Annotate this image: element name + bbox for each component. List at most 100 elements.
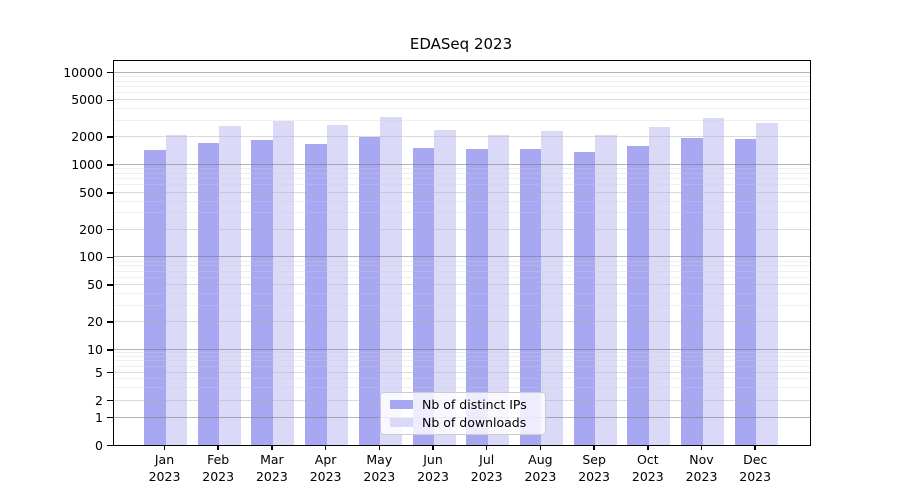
y-tick-label: 1000 [71, 157, 103, 172]
bar [681, 138, 703, 445]
x-tick-label: Jun 2023 [417, 452, 449, 484]
bar [702, 118, 724, 445]
y-tick-mark [107, 136, 113, 138]
y-tick-mark [107, 371, 113, 374]
legend-swatch-distinct-ips [390, 399, 413, 410]
gridline [114, 80, 810, 82]
y-tick-label: 2000 [71, 129, 103, 145]
y-tick-mark [107, 284, 113, 286]
bar [412, 147, 434, 445]
x-tick-mark [593, 445, 595, 450]
bar [165, 134, 187, 445]
bar [144, 150, 166, 445]
gridline [114, 320, 810, 322]
gridline [114, 228, 810, 230]
y-tick-mark [107, 444, 113, 447]
bar [648, 126, 671, 445]
bar [197, 142, 220, 445]
gridline [114, 71, 810, 73]
x-tick-label: May 2023 [363, 452, 396, 484]
x-tick-mark [754, 445, 756, 450]
x-tick-label: Mar 2023 [255, 452, 288, 484]
gridline [114, 378, 810, 380]
x-tick-label: Nov 2023 [685, 452, 718, 484]
bar [305, 143, 327, 445]
gridline [114, 270, 810, 272]
bar [466, 148, 488, 445]
bar [734, 138, 757, 445]
bar [326, 124, 349, 445]
x-tick-label: Oct 2023 [631, 452, 664, 484]
x-tick-mark [324, 445, 327, 450]
x-tick-mark [271, 445, 273, 450]
y-tick-label: 1 [95, 409, 103, 425]
legend-label-distinct-ips: Nb of distinct IPs [422, 397, 527, 412]
y-tick-label: 5 [95, 364, 103, 380]
bar [595, 135, 617, 445]
bar [434, 130, 456, 445]
gridline [114, 276, 810, 278]
y-tick-label: 0 [95, 437, 103, 453]
bar [756, 122, 778, 445]
x-tick-mark [647, 445, 649, 450]
gridline [114, 191, 810, 193]
gridline [114, 293, 810, 295]
x-tick-mark [485, 445, 488, 450]
y-tick-label: 200 [79, 221, 103, 237]
y-tick-mark [107, 416, 113, 419]
y-tick-label: 5000 [71, 92, 103, 108]
bar [251, 140, 273, 445]
gridline [114, 265, 810, 267]
x-tick-mark [539, 445, 542, 450]
bar [380, 117, 402, 445]
gridline [114, 387, 810, 389]
gridline [114, 260, 810, 262]
gridline [114, 212, 810, 214]
x-tick-mark [700, 445, 703, 450]
y-tick-mark [107, 256, 113, 259]
gridline [114, 168, 810, 170]
bar [219, 126, 241, 445]
gridline [114, 365, 810, 367]
legend-item-downloads: Nb of downloads [381, 415, 545, 430]
gridline [114, 164, 810, 165]
y-tick-mark [107, 99, 113, 102]
gridline [114, 172, 810, 174]
y-tick-mark [107, 349, 113, 351]
gridline [114, 178, 810, 180]
bar [627, 145, 649, 445]
y-tick-mark [107, 192, 113, 194]
gridline [114, 352, 810, 354]
y-tick-label: 100 [79, 249, 103, 265]
gridline [114, 119, 810, 121]
x-tick-label: Jul 2023 [470, 452, 503, 484]
y-tick-label: 500 [79, 184, 103, 200]
plot-area: Nb of distinct IPs Nb of downloads [113, 60, 811, 446]
bar [358, 136, 381, 445]
x-tick-label: Dec 2023 [739, 452, 772, 484]
x-tick-label: Feb 2023 [202, 452, 235, 484]
bar [487, 135, 510, 445]
gridline [114, 284, 810, 286]
y-tick-mark [107, 228, 113, 231]
gridline [114, 371, 810, 373]
x-tick-mark [432, 445, 434, 450]
gridline [114, 304, 810, 306]
bar [573, 151, 596, 445]
gridline [114, 256, 810, 258]
gridline [114, 200, 810, 202]
gridline [114, 99, 810, 101]
gridline [114, 136, 810, 138]
chart-title: EDASeq 2023 [409, 35, 513, 53]
y-tick-label: 10000 [63, 64, 103, 80]
gridline [114, 360, 810, 362]
y-tick-label: 10 [87, 341, 103, 357]
x-tick-label: Jan 2023 [148, 452, 181, 484]
legend-swatch-downloads [390, 417, 413, 428]
x-tick-label: Apr 2023 [309, 452, 342, 484]
gridline [114, 92, 810, 94]
gridline [114, 108, 810, 110]
y-tick-mark [107, 321, 113, 323]
y-tick-mark [107, 71, 113, 74]
